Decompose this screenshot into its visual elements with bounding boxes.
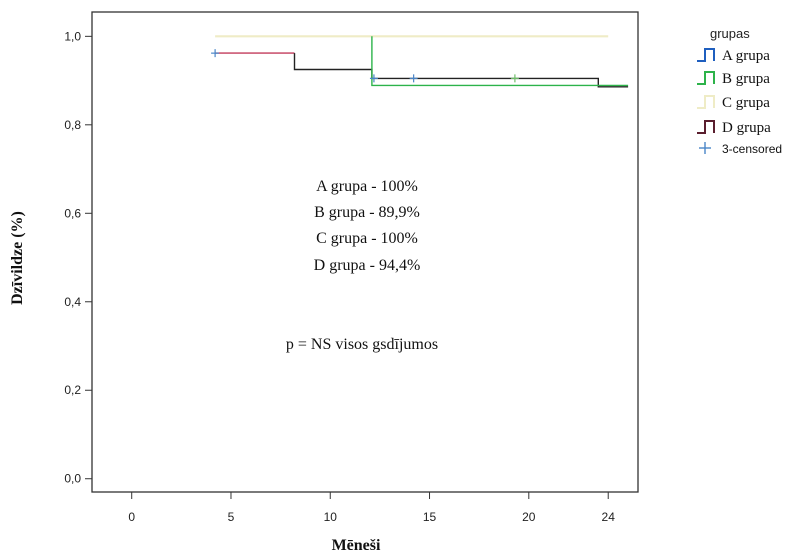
- censored-marker-1: [369, 74, 378, 83]
- y-axis: 0,0 0,2 0,4 0,6 0,8 1,0: [64, 29, 92, 486]
- censored-marker-0: [211, 49, 220, 58]
- x-axis-title: Mēneši: [332, 537, 381, 554]
- legend-entry-4: 3-censored: [699, 142, 782, 156]
- series-layer: [215, 35, 629, 88]
- y-tick-label-1: 0,2: [64, 383, 81, 397]
- legend-swatch-3: [697, 120, 715, 134]
- x-tick-label-4: 20: [522, 510, 536, 524]
- y-tick-label-3: 0,6: [64, 206, 81, 220]
- series-line-3: [371, 36, 629, 87]
- x-tick-label-3: 15: [423, 510, 437, 524]
- legend: grupas A grupa B grupa C grupa D grupa 3-cen…: [697, 26, 782, 156]
- x-tick-label-1: 5: [228, 510, 235, 524]
- legend-label-2: C grupa: [722, 95, 770, 111]
- legend-entry-1: B grupa: [697, 71, 770, 87]
- annotation-c-grupa: C grupa - 100%: [316, 230, 418, 247]
- x-axis: 0 5 10 15 20 24: [128, 492, 615, 524]
- legend-swatch-2: [697, 95, 715, 109]
- legend-entry-0: A grupa: [697, 48, 770, 64]
- annotation-block: A grupa - 100% B grupa - 89,9% C grupa -…: [286, 178, 438, 353]
- y-tick-label-2: 0,4: [64, 295, 81, 309]
- annotation-d-grupa: D grupa - 94,4%: [314, 257, 421, 274]
- x-tick-label-5: 24: [602, 510, 616, 524]
- legend-label-0: A grupa: [722, 48, 770, 64]
- legend-label-3: D grupa: [722, 120, 771, 136]
- y-tick-label-0: 0,0: [64, 472, 81, 486]
- plot-frame: [91, 11, 639, 493]
- legend-swatch-0: [697, 48, 715, 62]
- annotation-p-value: p = NS visos gsdījumos: [286, 336, 438, 353]
- legend-label-4: 3-censored: [722, 142, 782, 156]
- series-line-2: [293, 53, 629, 88]
- legend-entry-2: C grupa: [697, 95, 770, 111]
- censored-marker-3: [510, 74, 519, 83]
- y-tick-label-5: 1,0: [64, 29, 81, 43]
- y-tick-label-4: 0,8: [64, 118, 81, 132]
- legend-title: grupas: [710, 26, 750, 41]
- legend-entry-3: D grupa: [697, 120, 771, 136]
- x-tick-label-2: 10: [324, 510, 338, 524]
- annotation-a-grupa: A grupa - 100%: [316, 178, 418, 195]
- censored-marker-2: [409, 74, 418, 83]
- legend-swatch-1: [697, 71, 715, 85]
- legend-label-1: B grupa: [722, 71, 770, 87]
- plot-border: [91, 11, 639, 493]
- censored-markers: [211, 49, 519, 83]
- y-axis-title: Dzīvildze (%): [9, 211, 26, 305]
- x-tick-label-0: 0: [128, 510, 135, 524]
- annotation-b-grupa: B grupa - 89,9%: [314, 204, 420, 221]
